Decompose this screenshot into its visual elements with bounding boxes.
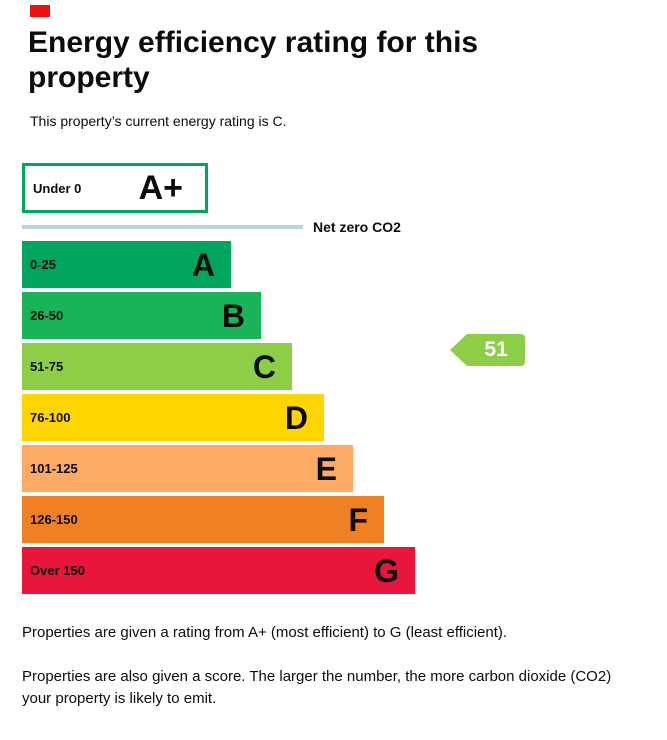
band-row-e: 101-125 E <box>22 445 667 492</box>
band-b: 26-50 B <box>22 292 261 339</box>
band-row-b: 26-50 B <box>22 292 667 339</box>
band-letter: E <box>315 450 337 487</box>
band-row-g: Over 150 G <box>22 547 667 594</box>
energy-rating-chart: Under 0 A+ Net zero CO2 0-25 A 26-50 B 5… <box>22 163 667 594</box>
page-title: Energy efficiency rating for this proper… <box>28 26 479 94</box>
current-score-value: 51 <box>467 334 525 366</box>
band-row-a: 0-25 A <box>22 241 667 288</box>
band-range-label: 51-75 <box>30 359 64 374</box>
band-a: 0-25 A <box>22 241 231 288</box>
net-zero-line <box>22 225 303 229</box>
band-letter: A+ <box>138 169 183 207</box>
band-letter: F <box>348 501 368 538</box>
net-zero-row: Net zero CO2 <box>22 217 667 237</box>
net-zero-label: Net zero CO2 <box>313 219 401 235</box>
band-c: 51-75 C <box>22 343 292 390</box>
top-red-mark <box>30 5 50 17</box>
current-score-pointer: 51 <box>450 334 525 366</box>
band-letter: D <box>284 399 308 436</box>
band-range-label: Under 0 <box>33 180 82 196</box>
band-d: 76-100 D <box>22 394 324 441</box>
rating-explanation: Properties are given a rating from A+ (m… <box>22 624 508 641</box>
band-range-label: 126-150 <box>30 512 78 527</box>
band-range-label: 76-100 <box>30 410 71 425</box>
band-range-label: Over 150 <box>30 563 85 578</box>
band-letter: C <box>252 348 276 385</box>
pointer-arrow-icon <box>450 334 467 366</box>
band-row-f: 126-150 F <box>22 496 667 543</box>
band-letter: A <box>191 246 215 283</box>
band-f: 126-150 F <box>22 496 384 543</box>
explanatory-text: Properties are given a rating from A+ (m… <box>22 622 642 709</box>
band-g: Over 150 G <box>22 547 415 594</box>
band-range-label: 26-50 <box>30 308 64 323</box>
band-row-c: 51-75 C 51 <box>22 334 667 390</box>
band-range-label: 0-25 <box>30 257 57 272</box>
band-row-a-plus: Under 0 A+ <box>22 163 667 213</box>
band-letter: B <box>221 297 245 334</box>
band-range-label: 101-125 <box>30 461 78 476</box>
score-explanation: Properties are also given a score. The l… <box>22 667 612 707</box>
current-rating-summary: This property’s current energy rating is… <box>30 113 287 129</box>
band-letter: G <box>374 552 399 589</box>
band-row-d: 76-100 D <box>22 394 667 441</box>
band-a-plus: Under 0 A+ <box>22 163 208 213</box>
band-e: 101-125 E <box>22 445 353 492</box>
